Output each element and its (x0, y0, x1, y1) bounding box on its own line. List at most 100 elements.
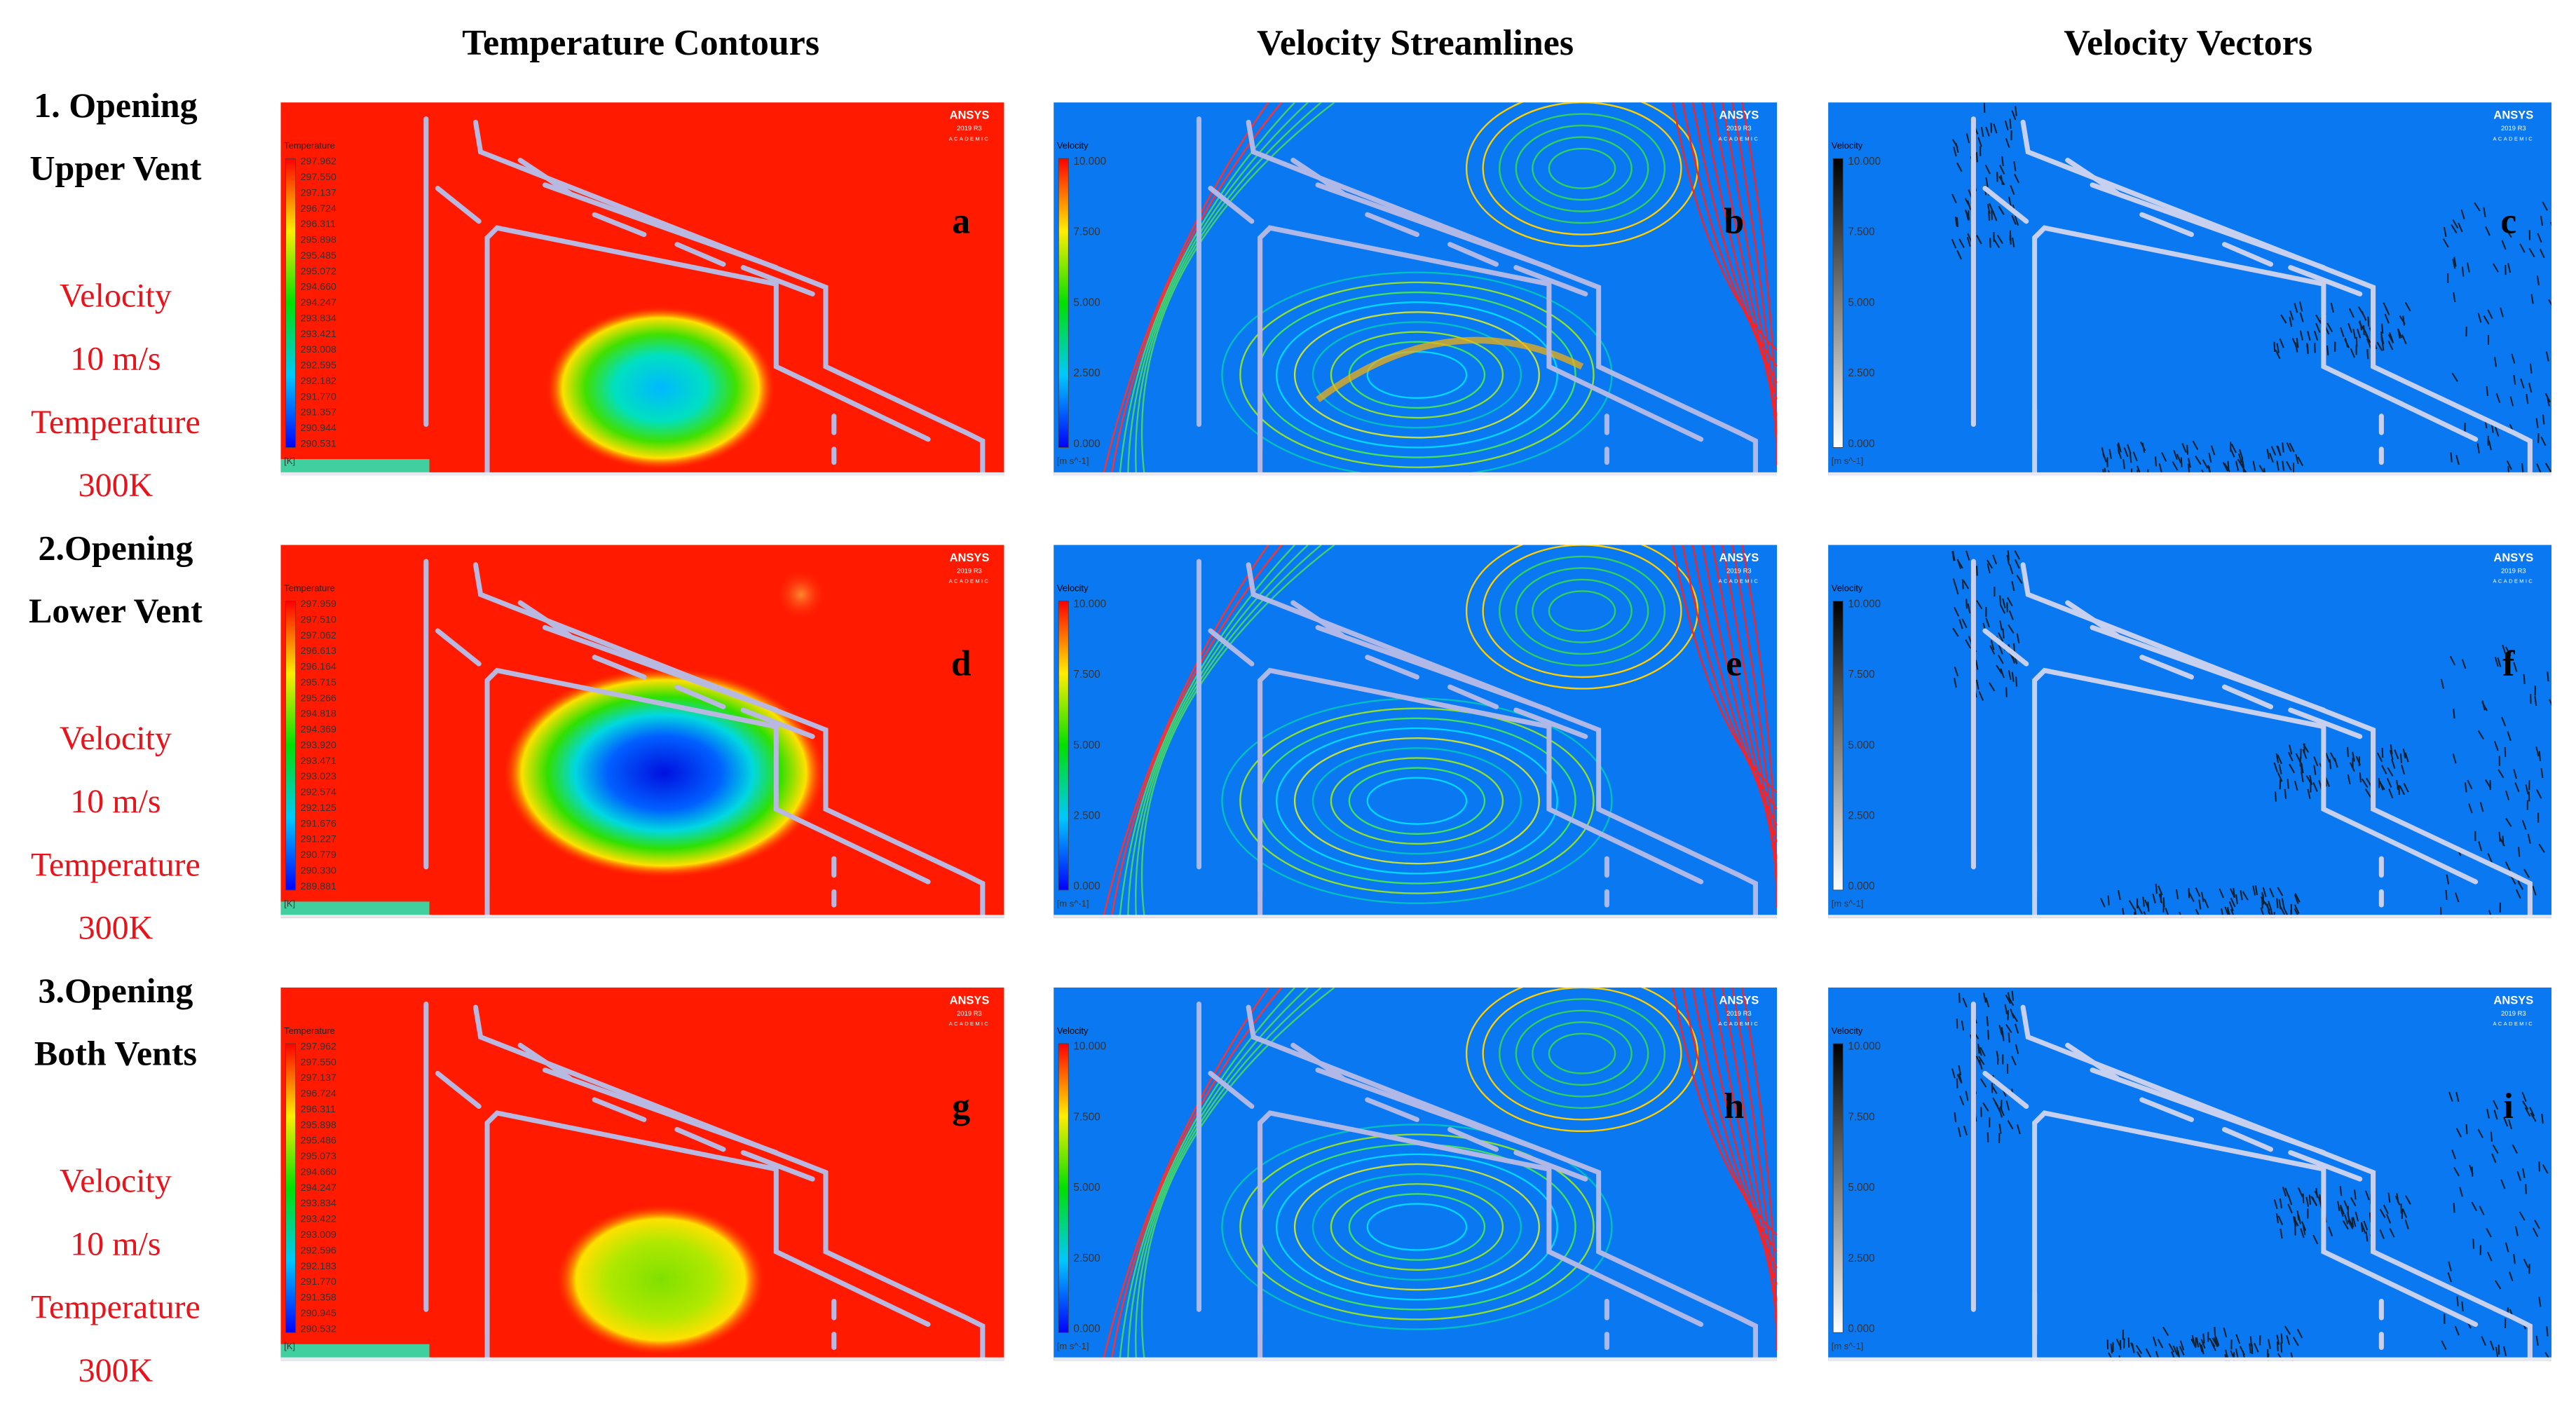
vector (2287, 751, 2294, 762)
row-condition: 300K (79, 1352, 154, 1389)
vector (2497, 657, 2502, 667)
vector (2005, 1023, 2012, 1033)
row-condition: Temperature (31, 404, 200, 441)
legend-label: 293.421 (301, 328, 336, 339)
legend-label: 0.000 (1073, 880, 1100, 892)
brand-name: ANSYS (1719, 994, 1759, 1006)
vector (2352, 751, 2355, 762)
vector (1992, 211, 1998, 221)
vector (2379, 1208, 2386, 1218)
roof-inner (2032, 225, 2479, 476)
vector (2326, 345, 2329, 356)
vector (2521, 1100, 2529, 1110)
brand-name: ANSYS (1719, 109, 1759, 122)
vector (2363, 1220, 2369, 1231)
vector (2502, 1346, 2507, 1356)
row-title: Upper Vent (29, 148, 201, 187)
vector (1998, 1025, 2003, 1035)
vector (2494, 357, 2497, 367)
streamline (1348, 767, 1486, 835)
legend-label: 291.676 (301, 817, 336, 828)
legend-label: 291.770 (301, 390, 336, 402)
vector (2513, 662, 2518, 672)
roof-outer (2020, 562, 2533, 918)
vector (1958, 1065, 1962, 1076)
roof-outer (472, 1004, 986, 1361)
vector (1996, 234, 2003, 245)
legend-bar (285, 158, 297, 448)
legend-unit: [m s^-1] (1832, 1341, 1864, 1351)
velocity-field (1054, 102, 1778, 476)
vector (1979, 1046, 1986, 1057)
vector (2135, 1344, 2143, 1354)
legend-label: 5.000 (1073, 296, 1100, 308)
row-condition: Temperature (31, 846, 200, 883)
vector (2383, 1204, 2389, 1215)
legend-label: 10.000 (1848, 1041, 1881, 1053)
vector (2302, 1193, 2305, 1204)
row-title: Lower Vent (29, 591, 203, 630)
vector (2202, 1333, 2205, 1344)
vector (2477, 313, 2482, 323)
vector (1996, 1051, 1999, 1061)
row-title: Both Vents (34, 1033, 197, 1072)
streamline (1482, 987, 1682, 1121)
legend-label: 293.422 (301, 1213, 336, 1224)
streamline (1135, 987, 1322, 1361)
vector (1993, 239, 2001, 249)
vector (2329, 759, 2332, 770)
velocity-field (1054, 545, 1778, 918)
vector (2210, 445, 2216, 456)
vector (2011, 581, 2015, 592)
legend-label: 7.500 (1848, 1111, 1874, 1123)
vector (2203, 898, 2209, 908)
brand-version: 2019 R3 (2501, 567, 2526, 575)
legend-label: 297.550 (301, 1056, 336, 1067)
vector (2016, 574, 2023, 585)
vector (2500, 1179, 2506, 1189)
vector (2455, 455, 2460, 465)
vector (2186, 444, 2189, 455)
roof-inner (1258, 667, 1704, 918)
vent-slat (1208, 628, 1255, 667)
streamline (1515, 1009, 1649, 1098)
panel-letter: d (951, 644, 972, 684)
vector (2532, 1227, 2539, 1238)
row-title: 3.Opening (38, 971, 193, 1010)
vent-slat (542, 624, 779, 713)
vector (2495, 393, 2501, 404)
vector (2281, 898, 2285, 908)
legend-label: 294.818 (301, 708, 336, 719)
legend-title: Velocity (1832, 1025, 1863, 1036)
vector (2505, 790, 2510, 801)
legend-label: 297.550 (301, 171, 336, 182)
vector (2364, 1190, 2370, 1201)
vector (2273, 1199, 2278, 1210)
vent-slat (435, 186, 482, 224)
vector (2500, 307, 2504, 318)
vector (2302, 749, 2308, 759)
streamline (1366, 1203, 1468, 1251)
vector (2493, 1110, 2498, 1120)
vector (1952, 578, 1957, 589)
vector (2123, 447, 2129, 458)
vent-slat (2090, 182, 2326, 271)
vector (2404, 301, 2411, 312)
vector (2132, 451, 2138, 462)
vector (1975, 1056, 1982, 1066)
vector (1957, 1127, 1961, 1138)
vector (1952, 627, 1959, 637)
streamline (1482, 545, 1682, 678)
legend-label: 297.137 (301, 1072, 336, 1083)
vector (1966, 236, 1971, 247)
vector (2495, 426, 2500, 437)
brand-edition: ACADEMIC (949, 1021, 990, 1027)
vector (1998, 632, 2004, 642)
vector (2521, 463, 2524, 474)
vector (2005, 687, 2008, 697)
row-title: 2.Opening (38, 528, 193, 567)
vector (2011, 1013, 2019, 1023)
vector (2522, 1168, 2526, 1179)
vector (2295, 753, 2301, 763)
vector (2273, 762, 2278, 772)
